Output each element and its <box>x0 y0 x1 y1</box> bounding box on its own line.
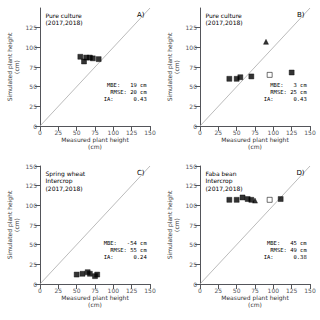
svg-text:Simulated plant height: Simulated plant height <box>166 32 173 102</box>
svg-text:75: 75 <box>29 64 37 71</box>
svg-text:(2017,2018): (2017,2018) <box>46 185 83 192</box>
svg-text:25: 25 <box>29 103 37 110</box>
svg-text:50: 50 <box>73 287 81 294</box>
svg-text:0: 0 <box>198 129 202 136</box>
svg-text:100: 100 <box>268 129 280 136</box>
svg-text:IA: 0.24: IA: 0.24 <box>104 254 148 260</box>
svg-text:RMSE: 49 cm: RMSE: 49 cm <box>270 247 307 253</box>
svg-text:25: 25 <box>55 129 63 136</box>
svg-text:100: 100 <box>26 44 38 51</box>
svg-text:(cm): (cm) <box>248 143 262 150</box>
svg-text:125: 125 <box>286 129 298 136</box>
svg-text:125: 125 <box>26 24 38 31</box>
svg-text:100: 100 <box>186 44 198 51</box>
svg-text:(cm): (cm) <box>88 143 102 150</box>
svg-text:0: 0 <box>33 123 37 130</box>
svg-text:75: 75 <box>189 222 197 229</box>
svg-text:Measured plant height: Measured plant height <box>61 136 129 143</box>
svg-text:0: 0 <box>38 129 42 136</box>
svg-text:150: 150 <box>304 287 316 294</box>
svg-text:25: 25 <box>55 287 63 294</box>
svg-text:MBE: -54 cm: MBE: -54 cm <box>104 240 148 246</box>
svg-text:0: 0 <box>33 281 37 288</box>
svg-text:Simulated plant height: Simulated plant height <box>166 190 173 260</box>
svg-text:50: 50 <box>189 83 197 90</box>
svg-text:(cm): (cm) <box>173 60 180 74</box>
svg-text:MBE: 19 cm: MBE: 19 cm <box>107 82 147 88</box>
svg-text:Simulated plant height: Simulated plant height <box>6 32 13 102</box>
svg-text:IA: 0.38: IA: 0.38 <box>264 254 307 260</box>
svg-text:Simulated plant height: Simulated plant height <box>6 190 13 260</box>
svg-text:100: 100 <box>108 129 120 136</box>
svg-text:0: 0 <box>38 287 42 294</box>
svg-text:125: 125 <box>186 182 198 189</box>
svg-text:C): C) <box>137 169 145 177</box>
svg-text:75: 75 <box>91 287 99 294</box>
svg-text:125: 125 <box>126 129 138 136</box>
svg-text:A): A) <box>137 11 145 19</box>
svg-text:Faba bean: Faba bean <box>206 170 237 177</box>
svg-text:25: 25 <box>215 129 223 136</box>
svg-text:125: 125 <box>126 287 138 294</box>
svg-text:(2017,2018): (2017,2018) <box>206 185 243 192</box>
svg-text:MBE: 3 cm: MBE: 3 cm <box>270 82 307 88</box>
svg-text:125: 125 <box>286 287 298 294</box>
svg-text:75: 75 <box>189 64 197 71</box>
svg-text:50: 50 <box>73 129 81 136</box>
svg-text:(cm): (cm) <box>248 301 262 308</box>
svg-text:100: 100 <box>26 202 38 209</box>
svg-text:Pure culture: Pure culture <box>206 12 243 19</box>
svg-text:50: 50 <box>233 129 241 136</box>
svg-text:(2017,2018): (2017,2018) <box>206 19 243 26</box>
svg-text:50: 50 <box>233 287 241 294</box>
svg-text:Measured plant height: Measured plant height <box>221 294 289 301</box>
svg-text:Intercrop: Intercrop <box>45 177 73 185</box>
svg-text:(cm): (cm) <box>88 301 102 308</box>
svg-text:Pure culture: Pure culture <box>46 12 83 19</box>
svg-text:D): D) <box>296 169 304 177</box>
svg-text:(cm): (cm) <box>13 60 20 74</box>
svg-text:75: 75 <box>29 222 37 229</box>
svg-text:100: 100 <box>108 287 120 294</box>
svg-text:IA: 0.43: IA: 0.43 <box>104 96 147 102</box>
svg-text:150: 150 <box>144 287 156 294</box>
svg-text:B): B) <box>297 11 305 19</box>
svg-text:125: 125 <box>26 182 38 189</box>
svg-text:150: 150 <box>186 163 198 170</box>
svg-text:RMSE: 20 cm: RMSE: 20 cm <box>110 89 147 95</box>
svg-text:IA: 0.43: IA: 0.43 <box>264 96 307 102</box>
svg-text:25: 25 <box>189 103 197 110</box>
svg-text:(cm): (cm) <box>173 218 180 232</box>
svg-text:50: 50 <box>29 241 37 248</box>
svg-text:Measured plant height: Measured plant height <box>221 136 289 143</box>
svg-text:MBE: 45 cm: MBE: 45 cm <box>267 240 307 246</box>
svg-text:0: 0 <box>198 287 202 294</box>
svg-text:150: 150 <box>144 129 156 136</box>
svg-text:75: 75 <box>91 129 99 136</box>
svg-text:25: 25 <box>215 287 223 294</box>
svg-text:25: 25 <box>189 261 197 268</box>
svg-text:(cm): (cm) <box>13 218 20 232</box>
svg-text:0: 0 <box>193 281 197 288</box>
svg-text:RMSE: 55 cm: RMSE: 55 cm <box>110 247 147 253</box>
svg-text:125: 125 <box>186 24 198 31</box>
svg-text:100: 100 <box>186 202 198 209</box>
svg-text:0: 0 <box>193 123 197 130</box>
svg-text:25: 25 <box>29 261 37 268</box>
svg-text:Intercrop: Intercrop <box>205 177 233 185</box>
svg-text:150: 150 <box>304 129 316 136</box>
svg-text:Spring wheat: Spring wheat <box>45 169 86 177</box>
svg-text:100: 100 <box>268 287 280 294</box>
svg-text:50: 50 <box>29 83 37 90</box>
svg-text:Measured plant height: Measured plant height <box>61 294 129 301</box>
svg-text:RMSE: 25 cm: RMSE: 25 cm <box>270 89 307 95</box>
svg-text:50: 50 <box>189 241 197 248</box>
svg-text:75: 75 <box>251 287 259 294</box>
svg-text:150: 150 <box>26 163 38 170</box>
svg-text:(2017,2018): (2017,2018) <box>46 19 83 26</box>
svg-text:75: 75 <box>251 129 259 136</box>
